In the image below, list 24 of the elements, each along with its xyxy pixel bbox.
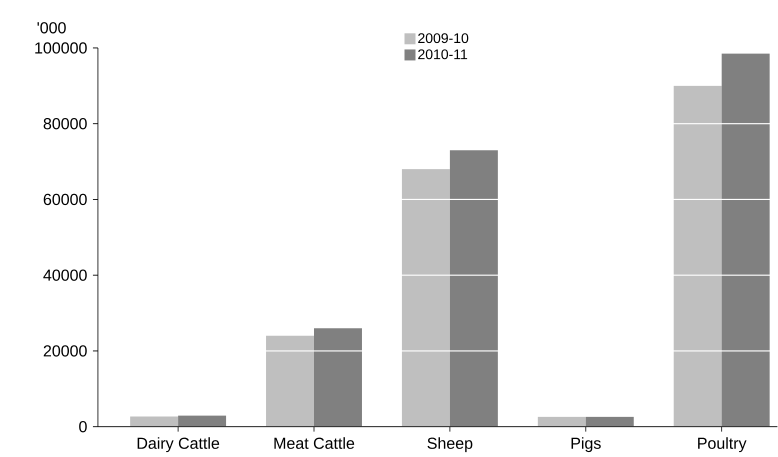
x-tick-label: Poultry (698, 436, 747, 452)
legend-label: 2010-11 (418, 49, 468, 60)
bar (674, 86, 722, 426)
bar (586, 416, 634, 426)
bar (266, 336, 314, 426)
bar (314, 328, 362, 426)
x-tick-label: Pigs (572, 436, 601, 452)
y-tick-label: 80000 (44, 118, 87, 130)
bar (178, 415, 226, 426)
bar (130, 416, 178, 426)
y-tick-label: 20000 (44, 345, 87, 356)
y-tick-label: 0 (79, 420, 87, 432)
bar (722, 53, 770, 426)
bar (402, 168, 450, 426)
y-tick-label: 40000 (43, 269, 87, 281)
bar (450, 150, 498, 426)
y-tick-label: 100000 (35, 42, 87, 54)
x-tick-label: Dairy Cattle (138, 436, 220, 452)
y-axis-title: '000 (38, 22, 66, 34)
x-tick-label: Meat Cattle (274, 436, 354, 449)
x-tick-label: Sheep (428, 436, 472, 452)
bar (538, 416, 586, 426)
y-tick-label: 60000 (44, 194, 87, 205)
legend-label: 2009-10 (418, 32, 468, 43)
